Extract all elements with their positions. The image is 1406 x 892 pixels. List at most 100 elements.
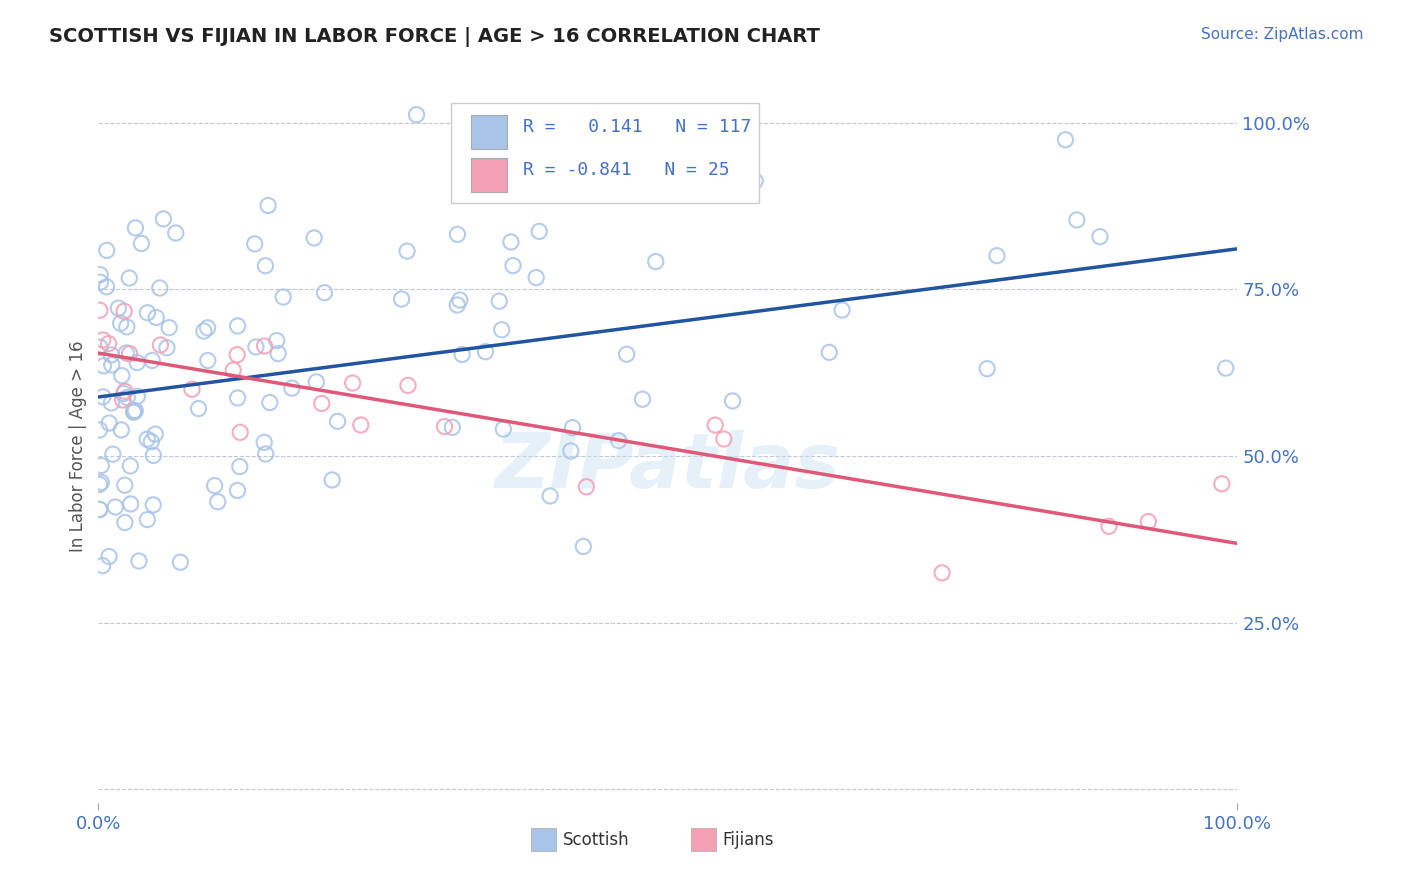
Point bbox=[575, 480, 598, 494]
Point bbox=[281, 381, 304, 395]
Point bbox=[1054, 133, 1077, 147]
Point bbox=[713, 432, 735, 446]
Point bbox=[326, 414, 349, 428]
Point bbox=[350, 417, 373, 432]
Point bbox=[492, 422, 515, 436]
Point bbox=[91, 558, 114, 573]
Point bbox=[451, 347, 474, 361]
Point bbox=[187, 401, 209, 416]
Point bbox=[226, 348, 249, 362]
Point bbox=[321, 473, 343, 487]
Point bbox=[118, 271, 141, 285]
Point bbox=[128, 554, 150, 568]
Point bbox=[1088, 229, 1111, 244]
Point bbox=[165, 226, 187, 240]
Text: Source: ZipAtlas.com: Source: ZipAtlas.com bbox=[1201, 27, 1364, 42]
Bar bbox=[690, 829, 716, 851]
Point bbox=[449, 293, 471, 307]
Point bbox=[90, 475, 112, 490]
Point bbox=[89, 268, 111, 282]
Point bbox=[302, 231, 325, 245]
Point bbox=[931, 566, 953, 580]
Point bbox=[127, 356, 149, 370]
Point bbox=[433, 419, 456, 434]
Point bbox=[120, 497, 142, 511]
Point bbox=[441, 420, 464, 434]
Point bbox=[266, 334, 288, 348]
Text: Scottish: Scottish bbox=[562, 831, 630, 849]
Point bbox=[169, 555, 191, 569]
Point bbox=[104, 500, 127, 514]
Point bbox=[100, 358, 122, 372]
Point bbox=[222, 363, 245, 377]
Point bbox=[110, 423, 132, 437]
Text: ZIPatlas: ZIPatlas bbox=[495, 431, 841, 504]
Bar bbox=[471, 114, 508, 149]
Point bbox=[149, 338, 172, 352]
Point bbox=[226, 318, 249, 333]
Text: Fijians: Fijians bbox=[723, 831, 775, 849]
Point bbox=[117, 391, 139, 405]
Text: R = -0.841   N = 25: R = -0.841 N = 25 bbox=[523, 161, 730, 179]
Point bbox=[136, 306, 159, 320]
Point bbox=[98, 416, 121, 430]
Point bbox=[491, 323, 513, 337]
Point bbox=[89, 502, 111, 516]
Point bbox=[197, 321, 219, 335]
Point bbox=[391, 292, 413, 306]
Point bbox=[136, 432, 159, 446]
Point bbox=[1098, 519, 1121, 533]
Point bbox=[396, 244, 419, 259]
Point bbox=[314, 285, 336, 300]
Point bbox=[91, 333, 114, 347]
Point bbox=[257, 198, 280, 212]
Point bbox=[111, 368, 134, 383]
Point bbox=[127, 389, 149, 403]
Point bbox=[96, 244, 118, 258]
Point bbox=[529, 224, 551, 238]
Point bbox=[311, 396, 333, 410]
Point bbox=[141, 434, 163, 449]
Point bbox=[120, 458, 142, 473]
Point bbox=[342, 376, 364, 390]
Point bbox=[93, 359, 115, 373]
Point bbox=[305, 375, 328, 389]
Point bbox=[474, 344, 496, 359]
Y-axis label: In Labor Force | Age > 16: In Labor Force | Age > 16 bbox=[69, 340, 87, 552]
Point bbox=[607, 434, 630, 448]
Point bbox=[115, 346, 138, 360]
Point bbox=[560, 444, 582, 458]
Point bbox=[226, 391, 249, 405]
Point bbox=[97, 336, 120, 351]
Point bbox=[124, 220, 146, 235]
Point bbox=[267, 346, 290, 360]
Point bbox=[122, 405, 145, 419]
Point bbox=[259, 395, 281, 409]
Point bbox=[818, 345, 841, 359]
Point bbox=[1137, 515, 1160, 529]
Point bbox=[986, 249, 1008, 263]
Point bbox=[157, 320, 180, 334]
Point bbox=[204, 478, 226, 492]
Point bbox=[254, 447, 277, 461]
Point bbox=[110, 316, 132, 330]
Point bbox=[142, 449, 165, 463]
Point bbox=[89, 340, 111, 354]
Point bbox=[149, 281, 172, 295]
Point bbox=[1211, 476, 1233, 491]
Point bbox=[114, 478, 136, 492]
Point bbox=[115, 319, 138, 334]
Point bbox=[181, 382, 204, 396]
Point bbox=[111, 392, 134, 407]
Point bbox=[538, 489, 561, 503]
Point bbox=[107, 301, 129, 315]
Point bbox=[114, 516, 136, 530]
Point bbox=[1215, 361, 1237, 376]
Point bbox=[253, 339, 276, 353]
Point bbox=[89, 423, 111, 437]
Point bbox=[118, 346, 141, 360]
Point bbox=[141, 353, 163, 368]
Point bbox=[229, 459, 252, 474]
Point bbox=[396, 378, 419, 392]
Point bbox=[142, 498, 165, 512]
